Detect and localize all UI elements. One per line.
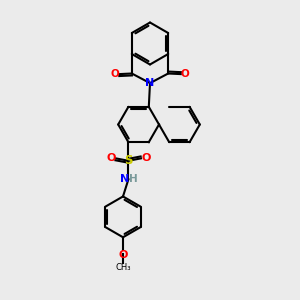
Text: O: O [181, 69, 189, 79]
Text: CH₃: CH₃ [115, 263, 131, 272]
Text: O: O [141, 153, 151, 163]
Text: N: N [120, 174, 129, 184]
Text: O: O [111, 69, 119, 79]
Text: S: S [124, 154, 133, 167]
Text: N: N [146, 78, 154, 88]
Text: H: H [129, 174, 138, 184]
Text: O: O [118, 250, 128, 260]
Text: O: O [106, 153, 116, 163]
